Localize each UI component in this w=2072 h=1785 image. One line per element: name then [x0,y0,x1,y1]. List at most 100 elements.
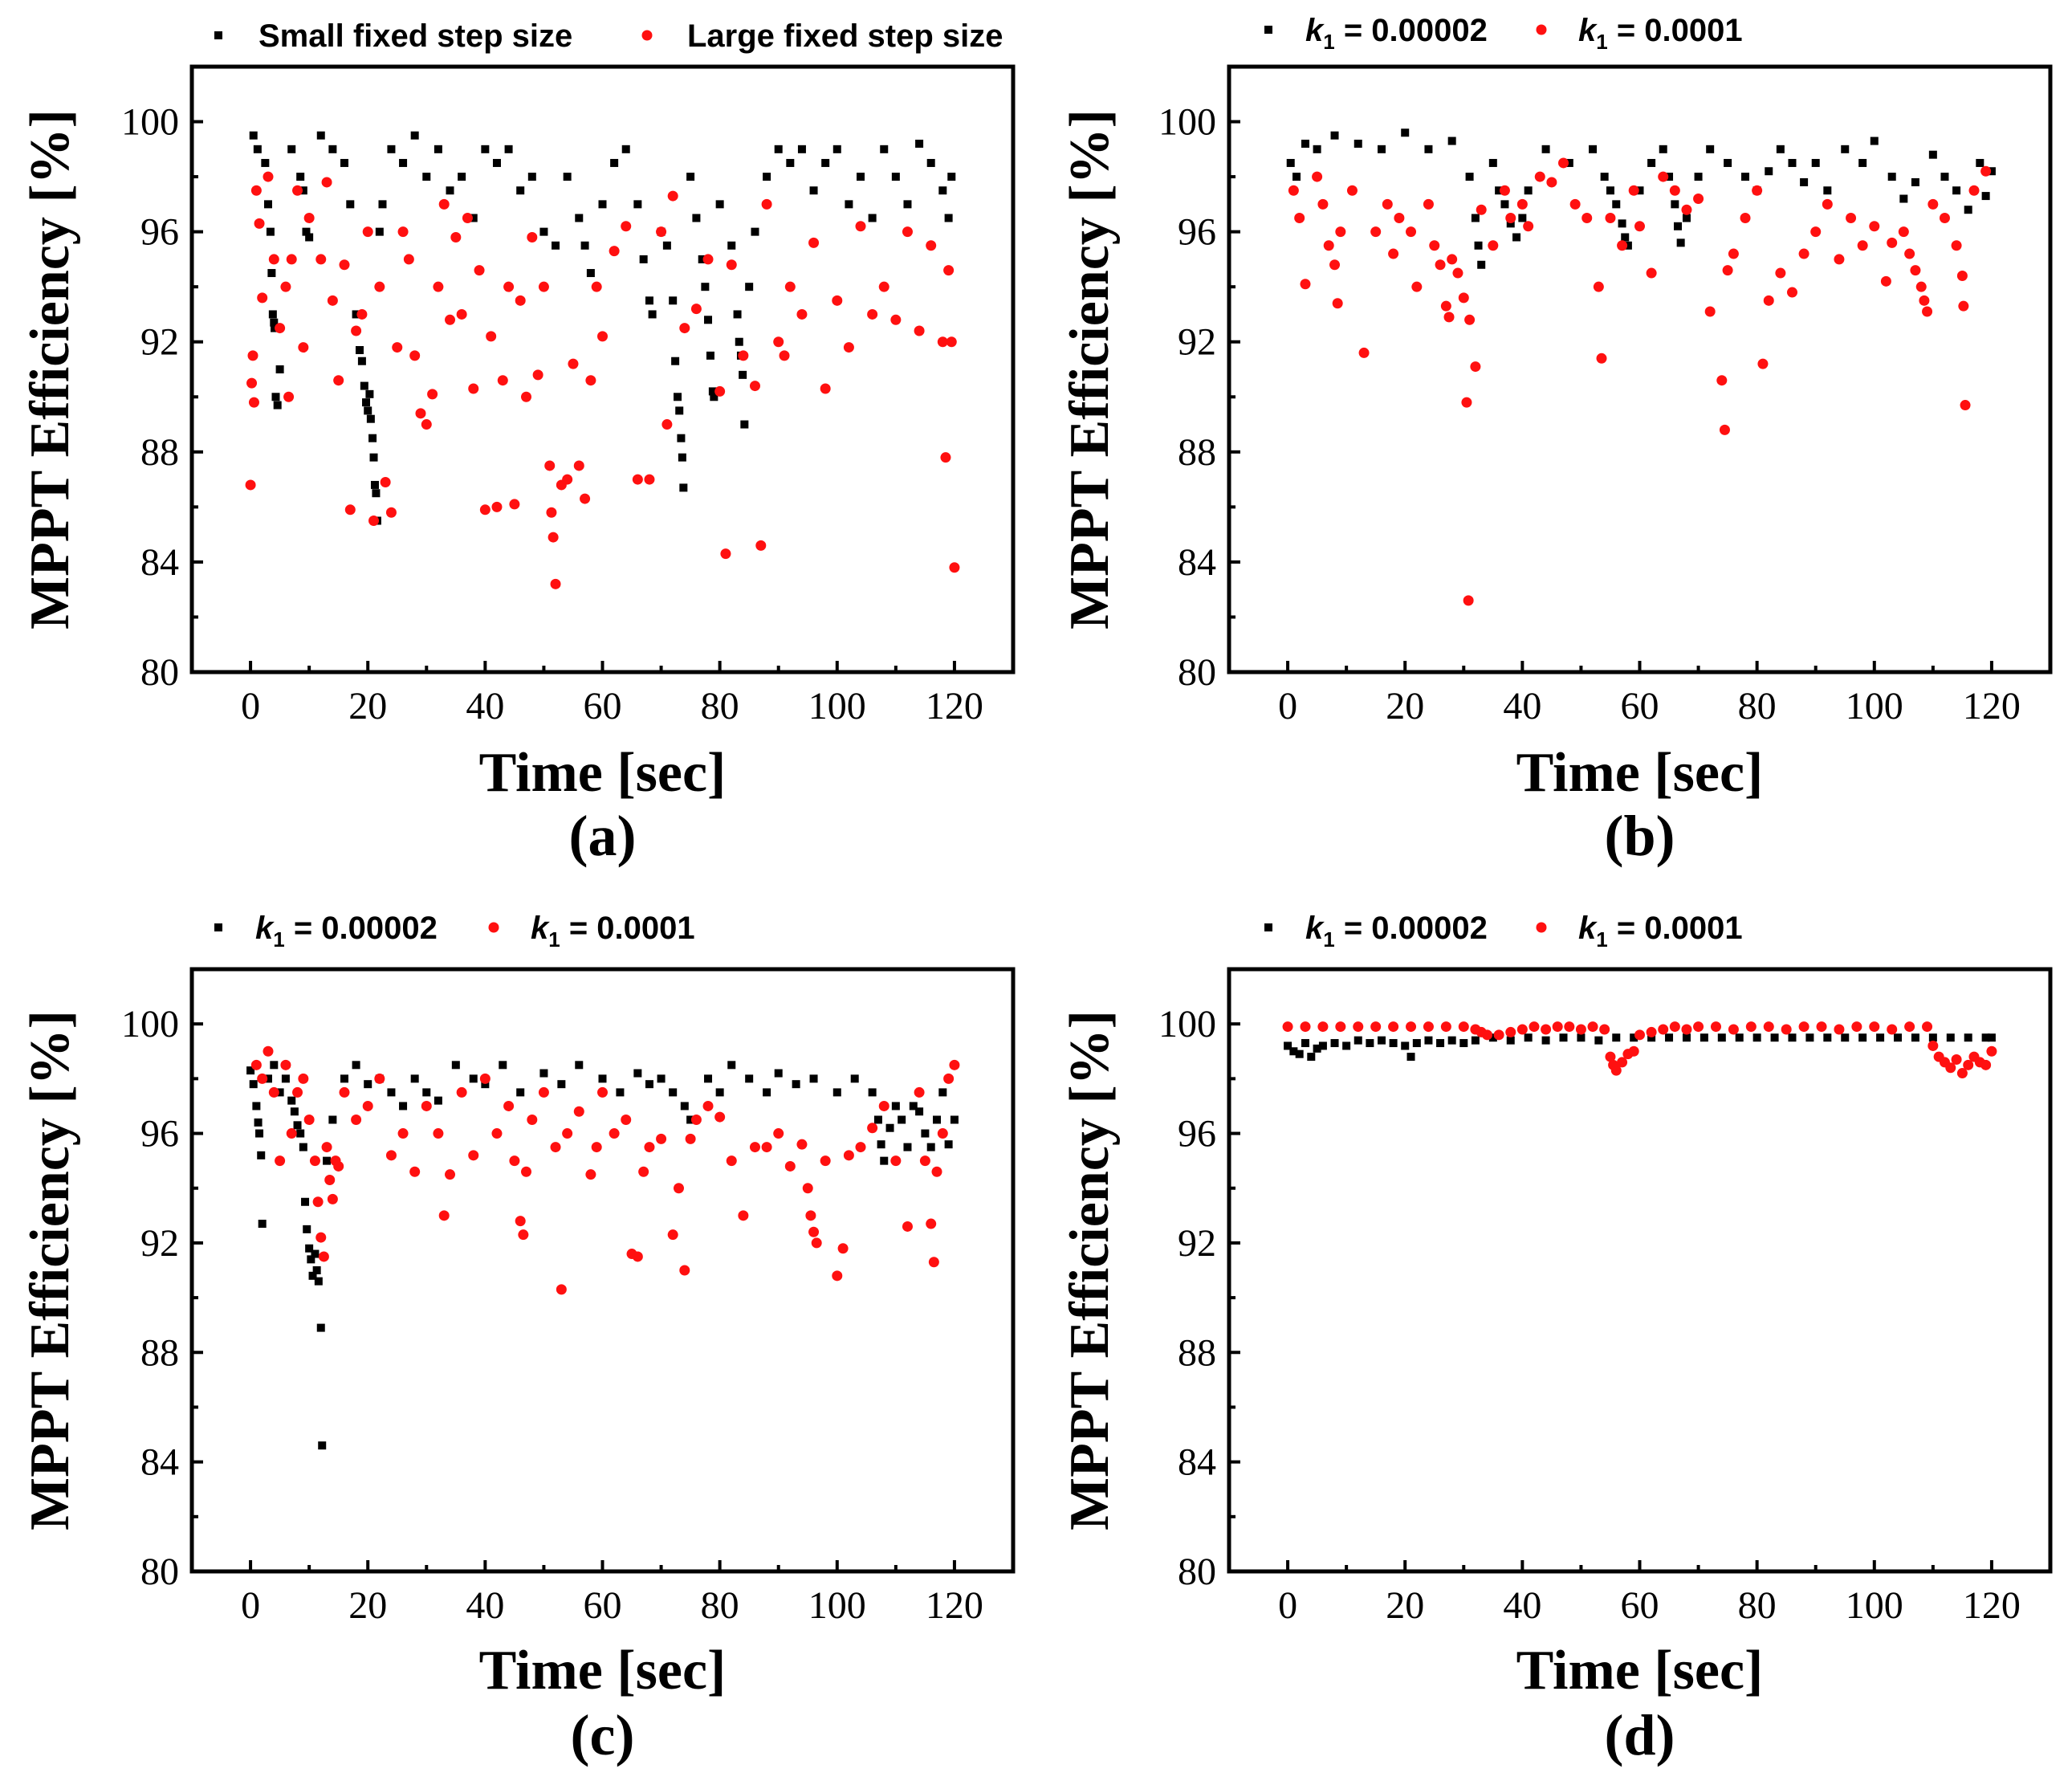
data-point [1370,1021,1382,1033]
data-point [270,318,279,327]
data-point [268,310,277,319]
data-point [1858,1033,1867,1042]
data-point [258,1220,267,1229]
data-point [1282,1021,1293,1033]
data-point [1401,128,1410,137]
data-point [293,1121,302,1130]
data-point [633,1069,642,1078]
data-point [656,1133,667,1144]
data-point [1301,139,1309,148]
data-point [333,1160,344,1172]
data-point [940,452,951,463]
data-point [445,314,456,325]
data-point [1858,158,1867,167]
data-point [446,186,454,195]
data-point [656,226,667,238]
data-point [1394,213,1405,223]
legend-marker-circle [488,922,499,933]
data-point [409,350,421,361]
data-point [773,1128,784,1139]
data-point [903,1143,912,1151]
data-point [1617,240,1628,251]
data-point [503,281,515,292]
x-tick-label: 100 [1846,685,1903,727]
data-point [573,460,584,471]
data-point [1505,213,1516,223]
data-point [832,295,843,306]
data-point [733,310,742,319]
data-point [315,1232,327,1243]
series-black-points [1286,128,1996,269]
data-point [1317,198,1329,210]
data-point [479,504,491,516]
data-point [890,1155,902,1167]
data-point [369,453,378,462]
data-point [1665,173,1674,181]
x-tick-label: 120 [926,685,983,727]
data-point [1717,1033,1726,1042]
data-point [1682,1033,1691,1042]
data-point [249,131,258,140]
x-tick-label: 120 [1963,685,2021,727]
data-point [575,214,584,222]
x-tick-label: 20 [1386,1584,1424,1627]
data-point [1752,1033,1761,1042]
data-point [266,227,275,236]
data-point [538,281,549,292]
data-point [669,1088,678,1097]
y-tick-label: 96 [1178,1113,1216,1155]
data-point [275,1155,286,1167]
x-tick-label: 120 [1963,1584,2021,1627]
data-point [808,1226,820,1237]
data-point [926,240,937,251]
data-point [1463,595,1474,606]
data-point [346,200,355,209]
data-point [832,145,841,153]
data-point [751,227,759,236]
legend-entry: k1 = 0.00002 [214,911,438,952]
data-point [1606,186,1614,195]
data-point [621,1115,632,1125]
x-tick-label: 60 [1621,685,1659,727]
data-point [710,393,718,401]
legend-marker-square [214,31,222,39]
data-point [247,350,258,361]
data-point [597,1086,608,1098]
data-point [1946,1033,1955,1042]
data-point [1447,1036,1456,1045]
data-point [1952,186,1961,195]
data-point [1765,167,1773,176]
data-point [645,1080,653,1089]
data-point [303,1225,311,1233]
data-point [784,281,796,292]
data-point [662,241,671,250]
panel-label: (b) [1605,804,1675,868]
data-point [309,1155,320,1167]
data-point [1471,214,1480,222]
data-point [704,1074,713,1083]
data-point [1981,1033,1990,1042]
data-point [250,185,262,196]
data-point [532,369,543,381]
data-point [410,1074,419,1083]
data-point [1294,213,1305,223]
data-point [1558,157,1569,169]
data-point [1406,226,1417,238]
data-point [1658,171,1669,182]
data-point [1800,177,1809,186]
data-point [580,241,589,250]
data-point [1904,248,1915,259]
data-point [685,1133,696,1144]
data-point [811,1237,822,1249]
data-point [1610,1065,1622,1076]
data-point [1541,1036,1550,1045]
data-point [809,186,818,195]
data-point [638,1166,649,1177]
data-point [1681,1024,1692,1035]
data-point [873,1115,882,1124]
data-point [351,325,362,336]
data-point [1411,281,1423,292]
y-tick-label: 80 [140,651,179,694]
data-point [1911,1033,1919,1042]
data-point [287,145,296,153]
